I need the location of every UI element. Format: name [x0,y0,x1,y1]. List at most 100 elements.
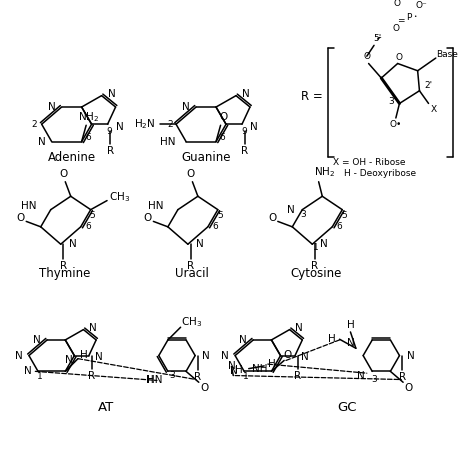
Text: GC: GC [337,401,356,414]
Text: 5: 5 [217,211,222,220]
Text: N: N [242,89,250,99]
Text: AT: AT [98,401,114,414]
Text: 6: 6 [212,222,218,231]
Text: N: N [221,351,229,360]
Text: O: O [268,213,276,223]
Text: R: R [107,146,114,157]
Text: H - Deoxyribose: H - Deoxyribose [344,169,416,178]
Text: N: N [65,356,73,365]
Text: N: N [357,371,365,381]
Text: HN: HN [160,137,175,147]
Text: O⁻: O⁻ [415,1,427,10]
Text: N: N [250,122,258,132]
Text: CH$_3$: CH$_3$ [181,315,202,328]
Text: 3: 3 [170,371,175,380]
Text: N: N [230,366,238,376]
Text: O: O [219,112,228,122]
Text: X: X [431,105,437,114]
Text: R: R [194,372,201,382]
Text: 1: 1 [313,243,319,252]
Text: N: N [33,335,41,345]
Text: O: O [200,382,209,393]
Text: N: N [196,239,204,249]
Text: H: H [346,320,354,330]
Text: Guanine: Guanine [181,152,231,164]
Text: O: O [59,170,68,180]
Text: O: O [144,213,152,223]
Text: N: N [37,137,46,147]
Text: R =: R = [301,90,322,103]
Text: CH$_3$: CH$_3$ [109,190,130,204]
Text: X = OH - Ribose: X = OH - Ribose [333,158,406,167]
Text: N: N [95,352,103,362]
Text: N: N [320,239,328,249]
Text: 2': 2' [425,81,433,90]
Text: P: P [406,13,411,22]
Text: NH$_2$: NH$_2$ [78,110,100,124]
Text: 9: 9 [107,127,112,136]
Text: 6: 6 [85,222,91,231]
Text: H: H [328,334,336,344]
Text: O: O [17,213,25,223]
Text: Uracil: Uracil [175,267,209,280]
Text: 2: 2 [167,120,173,129]
Text: N: N [301,352,309,362]
Text: 9: 9 [241,127,246,136]
Text: 5: 5 [341,211,347,220]
Text: N: N [108,89,116,99]
Text: 3: 3 [371,375,377,384]
Text: 5': 5' [374,35,382,44]
Text: R: R [60,261,67,271]
Text: Adenine: Adenine [47,152,96,164]
Text: N: N [287,205,295,215]
Text: Thymine: Thymine [39,267,91,280]
Text: HN: HN [148,201,164,211]
Text: 6: 6 [337,222,342,231]
Text: 6: 6 [85,134,91,143]
Text: N: N [228,361,236,371]
Text: N: N [89,323,97,333]
Text: Base: Base [436,50,457,59]
Text: N: N [116,122,124,132]
Text: N: N [407,351,414,360]
Text: H: H [235,365,243,375]
Text: O•: O• [390,120,402,129]
Text: N: N [47,102,55,112]
Text: O: O [404,382,413,393]
Text: R: R [187,261,194,271]
Text: N: N [346,338,354,348]
Text: NH$_2$: NH$_2$ [313,165,335,179]
Text: O: O [393,0,400,8]
Text: NH: NH [252,364,268,374]
Text: HN: HN [21,201,36,211]
Text: H: H [146,375,154,386]
Text: O: O [186,170,195,180]
Text: N: N [182,102,190,112]
Text: H: H [80,350,87,360]
Text: O: O [396,53,403,62]
Text: 1: 1 [37,372,43,381]
Text: H: H [267,359,275,369]
Text: •: • [413,14,417,19]
Text: O: O [392,24,400,33]
Text: N: N [15,351,23,360]
Text: 1: 1 [243,372,249,381]
Text: 3': 3' [388,97,396,106]
Text: 5: 5 [90,211,95,220]
Text: Cytosine: Cytosine [291,267,342,280]
Text: N: N [295,323,303,333]
Text: 2: 2 [32,120,37,129]
Text: N: N [239,335,247,345]
Text: N: N [24,366,32,376]
Text: =: = [398,16,405,25]
Text: R: R [294,371,301,382]
Text: HN: HN [147,375,163,386]
Text: O: O [283,350,292,360]
Text: O: O [363,52,370,61]
Text: 6: 6 [219,134,225,143]
Text: 3: 3 [301,210,306,219]
Text: R: R [399,372,406,382]
Text: R: R [88,371,95,382]
Text: H$_2$N: H$_2$N [135,117,156,131]
Text: N: N [202,351,210,360]
